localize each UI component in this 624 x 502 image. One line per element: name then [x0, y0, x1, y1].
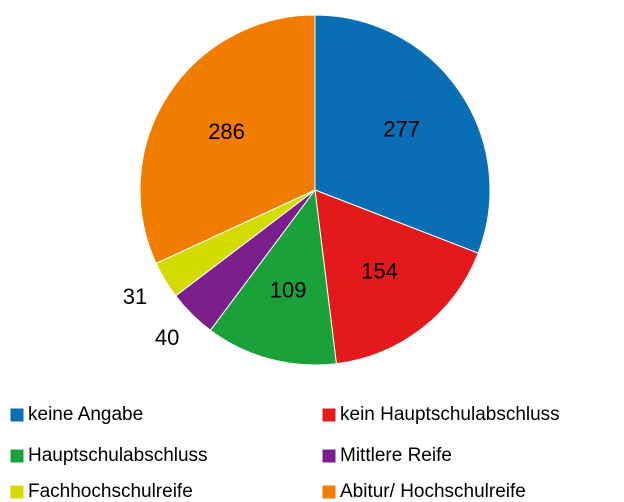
- data-label: 277: [383, 116, 420, 141]
- pie-slice: [209, 188, 337, 366]
- legend-label: Fachhochschulreife: [28, 481, 193, 502]
- legend-label: keine Angabe: [28, 404, 143, 425]
- pie-slice: [314, 189, 479, 365]
- legend-swatch: [321, 448, 337, 464]
- legend-swatch: [321, 407, 337, 423]
- data-label: 40: [155, 325, 179, 350]
- legend-swatch: [9, 407, 25, 423]
- legend-label: Abitur/ Hochschulreife: [340, 481, 526, 502]
- data-label: 31: [123, 284, 147, 309]
- legend-label: kein Hauptschulabschluss: [340, 404, 560, 425]
- pie-slice: [139, 14, 316, 265]
- legend-swatch: [9, 484, 25, 500]
- data-label: 286: [208, 119, 245, 144]
- pie-slice: [314, 14, 491, 254]
- legend-swatch: [321, 484, 337, 500]
- legend-label: Hauptschulabschluss: [28, 445, 208, 466]
- data-label: 154: [361, 259, 398, 284]
- legend-label: Mittlere Reife: [340, 445, 452, 466]
- legend-swatch: [9, 448, 25, 464]
- data-label: 109: [270, 277, 307, 302]
